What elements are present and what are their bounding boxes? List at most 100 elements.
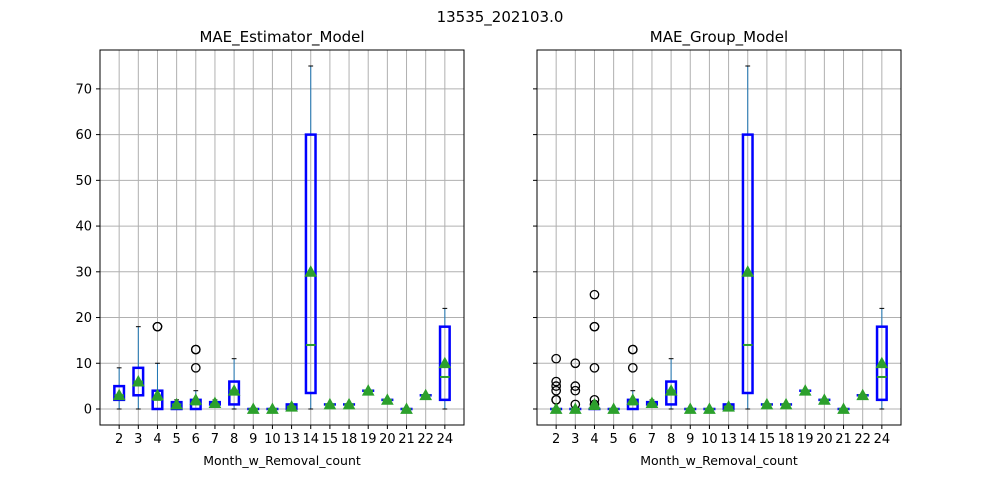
box-22 [856,388,870,401]
y-tick-label: 0 [84,402,92,417]
x-tick-label: 4 [590,432,598,447]
x-tick-label: 10 [701,432,718,447]
x-tick-label: 22 [417,432,434,447]
box-body [741,133,754,395]
x-tick-label: 9 [686,432,694,447]
mean-marker [798,384,812,396]
x-tick-label: 18 [778,432,795,447]
box-21 [837,402,850,414]
figure-suptitle: 13535_202103.0 [437,8,564,27]
box-7 [645,396,659,408]
mean-marker [683,402,697,414]
x-tick-label: 3 [571,432,579,447]
outlier-point [589,289,600,300]
x-tick-label: 5 [172,432,180,447]
x-tick-label: 8 [667,432,675,447]
box-4 [151,321,164,411]
outlier-point [627,344,638,355]
box-6 [189,344,203,411]
x-tick-label: 14 [302,432,319,447]
mean-marker [189,393,203,405]
box-21 [400,402,413,414]
x-tick-label: 3 [134,432,142,447]
x-tick-label: 21 [398,432,415,447]
mean-marker [568,402,582,414]
outlier-point [570,385,581,396]
box-14 [304,65,318,410]
box-13 [285,400,298,412]
x-tick-label: 20 [816,432,833,447]
chart-title: MAE_Estimator_Model [199,28,364,47]
x-tick-label: 22 [854,432,871,447]
x-tick-label: 13 [720,432,737,447]
box-20 [381,393,394,405]
x-tick-label: 10 [264,432,281,447]
mean-marker [400,402,413,414]
box-body [304,133,317,395]
box-3 [568,358,582,414]
mean-marker [837,402,850,414]
box-5 [607,402,620,414]
x-tick-label: 15 [759,432,776,447]
box-15 [760,397,774,410]
x-tick-label: 6 [192,432,200,447]
x-tick-label: 19 [360,432,377,447]
x-tick-label: 8 [230,432,238,447]
mean-marker [626,393,640,405]
box-7 [208,396,222,408]
x-tick-label: 14 [739,432,756,447]
box-18 [342,397,356,410]
outlier-point [627,362,638,373]
mean-marker [664,384,678,396]
box-19 [798,384,812,396]
outlier-point [589,321,600,332]
outlier-point [190,362,201,373]
y-tick-label: 70 [75,82,92,97]
chart-panel-1: 2 3 4 5 6 7 8 9 10 13 14 15 18 19 20 21 22 24010203040506… [75,28,465,468]
mean-marker [588,397,601,410]
chart-title: MAE_Group_Model [650,28,788,47]
box-2 [549,353,563,414]
box-2 [112,367,126,410]
box-body [875,325,888,402]
mean-marker [151,388,164,401]
box-8 [227,358,241,410]
box-20 [818,393,831,405]
box-10 [266,402,279,414]
mean-marker [760,397,774,410]
mean-marker [170,397,183,410]
y-tick-label: 50 [75,174,92,189]
box-22 [419,388,433,401]
chart-panel-2: 2 3 4 5 6 7 8 9 10 13 14 15 18 19 20 21 22 24 MAE_Group_Mo… [533,28,902,468]
box-3 [131,326,145,410]
box-8 [664,358,678,410]
outlier-point [551,381,562,391]
mean-marker [645,396,659,408]
box-4 [588,289,601,411]
mean-marker [304,265,318,277]
x-tick-label: 5 [609,432,617,447]
box-19 [361,384,375,396]
mean-marker [875,356,889,369]
x-tick-label: 21 [835,432,852,447]
mean-marker [381,393,394,405]
axes-frame [536,49,902,426]
x-tick-label: 13 [283,432,300,447]
x-tick-label: 2 [552,432,560,447]
box-13 [722,400,735,412]
mean-marker [818,393,831,405]
mean-marker [342,397,356,410]
mean-marker [703,402,716,414]
y-tick-label: 40 [75,220,92,235]
mean-marker [856,388,870,401]
box-5 [170,397,183,411]
box-15 [323,397,337,410]
x-tick-label: 24 [874,432,891,447]
box-10 [703,402,716,414]
x-tick-label: 4 [153,432,161,447]
y-tick-label: 30 [75,265,92,280]
box-9 [246,402,260,414]
mean-marker [227,384,241,396]
box-body [438,325,451,402]
x-tick-label: 20 [379,432,396,447]
